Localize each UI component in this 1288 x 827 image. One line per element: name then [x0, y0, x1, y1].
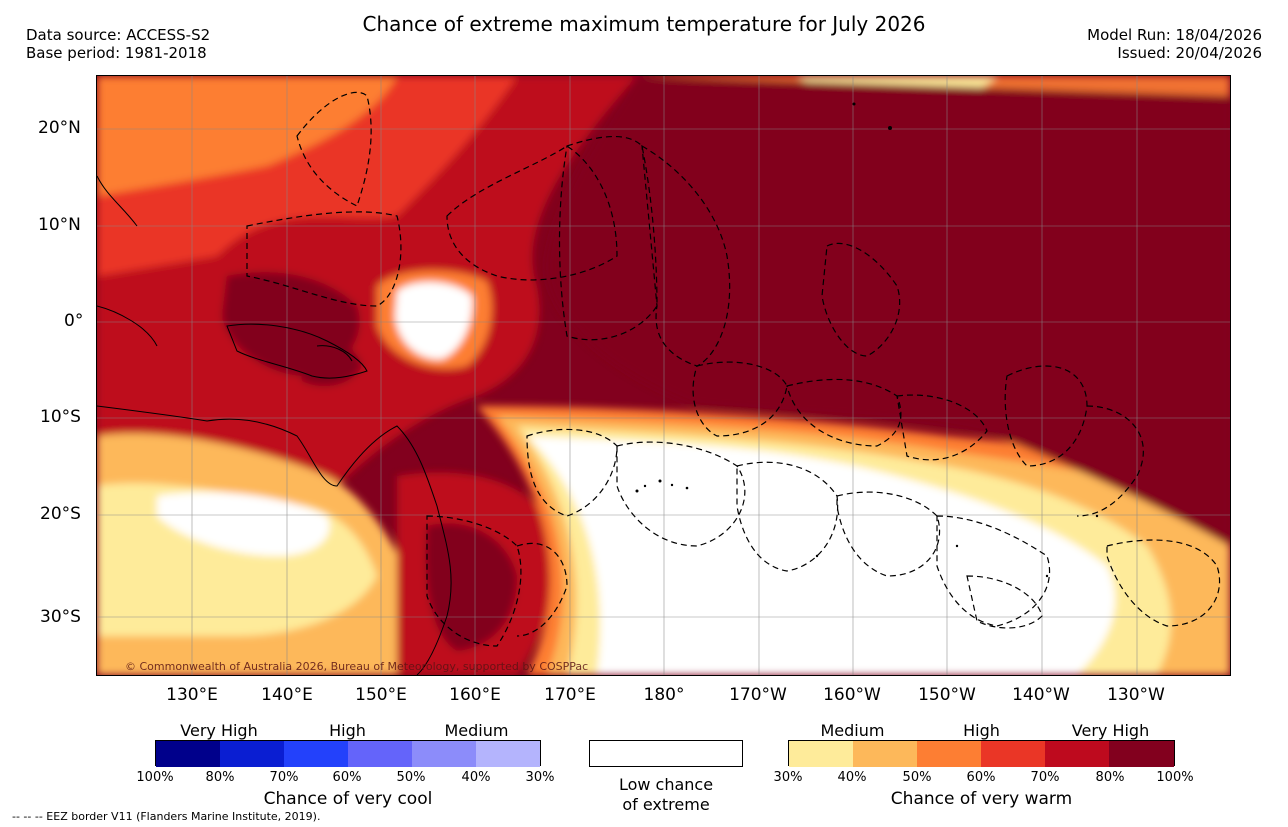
warm-swatch	[917, 741, 981, 767]
lat-label: 10°N	[38, 215, 81, 235]
cool-pct: 50%	[396, 770, 426, 785]
warm-pct: 100%	[1156, 770, 1194, 785]
lon-label: 180°	[643, 685, 685, 705]
warm-pct: 40%	[837, 770, 867, 785]
lon-label: 170°W	[729, 685, 787, 705]
cool-pct: 80%	[205, 770, 235, 785]
issued-date: Issued: 20/04/2026	[1117, 44, 1262, 62]
warm-swatch	[789, 741, 853, 767]
lat-label: 20°S	[40, 504, 81, 524]
warm-pct: 60%	[966, 770, 996, 785]
warm-swatch	[981, 741, 1045, 767]
cool-legend-title: Chance of very cool	[263, 789, 433, 809]
warm-swatch	[1045, 741, 1109, 767]
lon-label: 130°E	[166, 685, 218, 705]
warm-legend-title: Chance of very warm	[890, 789, 1073, 809]
map-title: Chance of extreme maximum temperature fo…	[362, 12, 926, 36]
warm-category-high: High	[963, 721, 1000, 740]
cool-swatch	[156, 741, 220, 767]
cool-swatch	[284, 741, 348, 767]
warm-swatch	[1109, 741, 1174, 767]
cool-colorbar	[155, 740, 541, 767]
cool-swatch	[348, 741, 412, 767]
lon-label: 140°W	[1012, 685, 1070, 705]
copyright-notice: © Commonwealth of Australia 2026, Bureau…	[125, 660, 588, 673]
lon-label: 170°E	[544, 685, 596, 705]
lat-label: 20°N	[38, 118, 81, 138]
warm-pct: 50%	[902, 770, 932, 785]
lat-label: 30°S	[40, 607, 81, 627]
warm-pct: 30%	[773, 770, 803, 785]
warm-pct: 70%	[1030, 770, 1060, 785]
cool-pct: 70%	[269, 770, 299, 785]
cool-category-medium: Medium	[444, 721, 509, 740]
warm-pct: 80%	[1095, 770, 1125, 785]
lon-label: 160°E	[449, 685, 501, 705]
cool-swatch	[412, 741, 476, 767]
cool-swatch	[476, 741, 540, 767]
lat-label: 0°	[64, 311, 84, 331]
lon-label: 140°E	[261, 685, 313, 705]
low-chance-label-1: Low chance	[618, 775, 714, 794]
lon-label: 130°W	[1107, 685, 1165, 705]
data-source: Data source: ACCESS-S2	[26, 26, 211, 44]
lon-label: 150°W	[918, 685, 976, 705]
low-chance-swatch	[589, 740, 743, 767]
low-chance-label-2: of extreme	[622, 795, 710, 814]
cool-category-high: High	[329, 721, 366, 740]
cool-pct: 100%	[136, 770, 174, 785]
warm-colorbar	[788, 740, 1175, 767]
model-run: Model Run: 18/04/2026	[1087, 26, 1262, 44]
warm-category-very-high: Very High	[1071, 721, 1150, 740]
cool-swatch	[220, 741, 284, 767]
forecast-map: © Commonwealth of Australia 2026, Bureau…	[97, 76, 1230, 675]
warm-swatch	[853, 741, 917, 767]
lon-label: 150°E	[355, 685, 407, 705]
lon-label: 160°W	[823, 685, 881, 705]
warm-category-medium: Medium	[820, 721, 885, 740]
cool-pct: 30%	[525, 770, 555, 785]
cool-pct: 60%	[332, 770, 362, 785]
eez-footnote: -- -- -- EEZ border V11 (Flanders Marine…	[12, 810, 321, 823]
base-period: Base period: 1981-2018	[26, 44, 207, 62]
cool-category-very-high: Very High	[180, 721, 258, 740]
map-frame	[96, 75, 1231, 676]
lat-label: 10°S	[40, 407, 81, 427]
cool-pct: 40%	[461, 770, 491, 785]
